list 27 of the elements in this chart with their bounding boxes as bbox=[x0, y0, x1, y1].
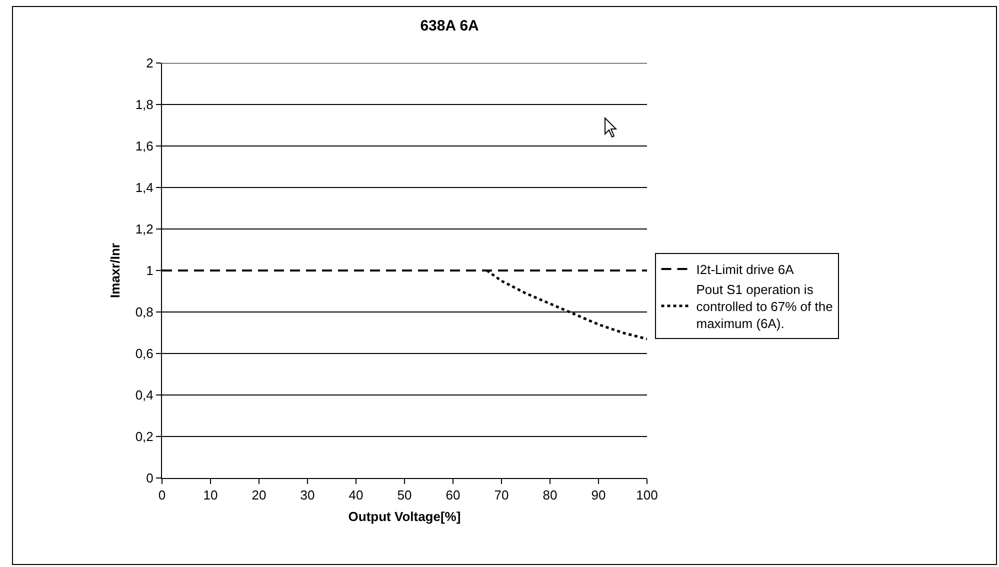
x-tick-label: 50 bbox=[397, 488, 412, 503]
x-tick-label: 100 bbox=[636, 488, 658, 503]
y-tick-label: 0,4 bbox=[135, 388, 154, 403]
legend-label: I2t-Limit drive 6A bbox=[696, 262, 794, 278]
x-tick-label: 30 bbox=[300, 488, 315, 503]
y-tick-label: 2 bbox=[146, 56, 154, 71]
legend-label: Pout S1 operation is controlled to 67% of the maximum (6A). bbox=[696, 282, 833, 331]
y-tick-label: 0,2 bbox=[135, 429, 154, 444]
x-tick-label: 60 bbox=[446, 488, 460, 503]
chart-title: 638A 6A bbox=[420, 17, 480, 34]
y-tick-label: 1,4 bbox=[135, 180, 154, 196]
y-tick-label: 1,2 bbox=[135, 222, 154, 237]
x-tick-label: 20 bbox=[252, 488, 266, 503]
y-axis-title: Imaxr/Inr bbox=[107, 243, 122, 298]
x-tick-label: 80 bbox=[542, 488, 558, 503]
x-axis-title: Output Voltage[%] bbox=[348, 509, 461, 524]
y-tick-label: 1 bbox=[146, 263, 154, 278]
x-tick-label: 70 bbox=[494, 488, 509, 503]
x-tick-label: 40 bbox=[348, 488, 364, 503]
y-tick-label: 0,8 bbox=[135, 304, 154, 320]
y-tick-label: 1,8 bbox=[135, 97, 154, 112]
y-tick-label: 1,6 bbox=[135, 138, 154, 154]
x-tick-label: 10 bbox=[203, 488, 218, 503]
y-tick-label: 0 bbox=[146, 470, 154, 486]
y-tick-label: 0,6 bbox=[135, 346, 154, 362]
x-tick-label: 0 bbox=[158, 488, 166, 503]
x-tick-label: 90 bbox=[591, 488, 606, 503]
